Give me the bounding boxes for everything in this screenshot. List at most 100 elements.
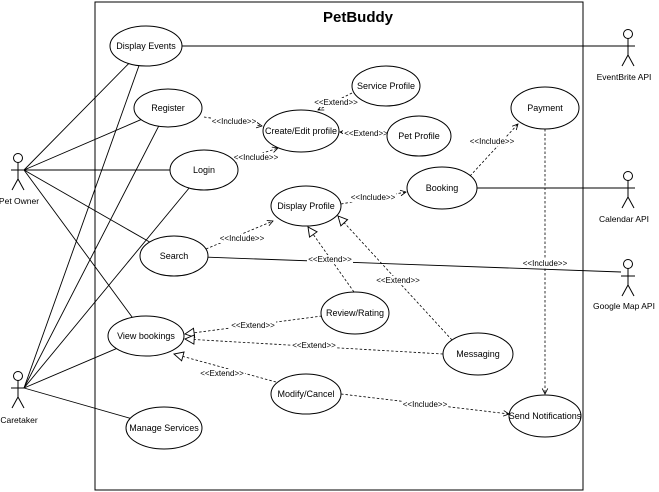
relationship-label-messaging-display-profile: <<Extend>>: [376, 276, 420, 285]
use-case-label: Messaging: [456, 349, 500, 359]
dependency-booking-payment: [469, 124, 518, 177]
relationship-label-search-display-profile: <<Include>>: [220, 234, 265, 243]
use-case-ellipse: [169, 149, 239, 191]
use-case-label: Create/Edit profile: [265, 126, 337, 136]
actor-left-leg: [621, 54, 629, 67]
association-caretaker-view-bookings: [23, 348, 117, 389]
use-case-label: Login: [193, 165, 215, 175]
use-case-display-profile[interactable]: Display Profile: [270, 185, 342, 227]
actor-eventbrite-api[interactable]: EventBrite API: [597, 29, 652, 83]
dependency-login-create-edit-profile: [235, 148, 278, 163]
use-case-ellipse: [109, 25, 183, 67]
relationship-label-bg: [350, 193, 396, 202]
use-case-booking[interactable]: Booking: [406, 166, 478, 210]
relationship-label-display-profile-booking: <<Include>>: [351, 193, 396, 202]
use-case-ellipse: [406, 166, 478, 210]
association-caretaker-login: [23, 187, 190, 389]
actor-label: EventBrite API: [597, 72, 652, 82]
use-case-label: Modify/Cancel: [277, 389, 334, 399]
actor-label: Caretaker: [0, 415, 37, 425]
use-case-ellipse: [442, 332, 514, 376]
dependency-messaging-display-profile: [338, 216, 453, 341]
use-case-ellipse: [508, 394, 582, 438]
use-cases: Display Events Register Login Search View bo…: [107, 25, 582, 450]
actor-left-leg: [621, 284, 629, 297]
actor-google-map-api[interactable]: Google Map API: [593, 259, 655, 312]
use-case-login[interactable]: Login: [169, 149, 239, 191]
relationship-label-bg: [307, 255, 353, 264]
relationship-label-bg: [522, 259, 568, 268]
system-boundary: [94, 1, 584, 491]
use-case-ellipse: [270, 185, 342, 227]
actor-left-leg: [621, 196, 629, 209]
use-case-label: Pet Profile: [398, 131, 440, 141]
use-case-ellipse: [125, 406, 203, 450]
use-case-send-notifications[interactable]: Send Notifications: [508, 394, 582, 438]
relationship-label-payment-send-notifications: <<Include>>: [523, 259, 568, 268]
relationship-label-review-rating-display-profile: <<Extend>>: [308, 255, 352, 264]
use-case-service-profile[interactable]: Service Profile: [351, 65, 421, 107]
actor-calendar-api[interactable]: Calendar API: [599, 171, 649, 225]
use-case-messaging[interactable]: Messaging: [442, 332, 514, 376]
use-case-label: Payment: [527, 103, 563, 113]
actor-label: Pet Owner: [0, 196, 39, 206]
actor-label: Calendar API: [599, 214, 649, 224]
relationship-label-messaging-view-bookings: <<Extend>>: [292, 341, 336, 350]
relationship-label-bg: [469, 137, 515, 146]
use-case-review-rating[interactable]: Review/Rating: [320, 291, 390, 335]
use-case-display-events[interactable]: Display Events: [109, 25, 183, 67]
relationship-label-service-profile-create-edit-profile: <<Extend>>: [314, 98, 358, 107]
use-case-ellipse: [133, 88, 203, 128]
relationship-label-bg: [230, 321, 276, 330]
use-case-label: Send Notifications: [509, 411, 582, 421]
actor-right-leg: [627, 54, 635, 67]
actors: Pet Owner Caretaker EventBrite API Calendar…: [0, 29, 655, 426]
association-caretaker-manage-services: [23, 387, 131, 419]
actor-left-leg: [11, 178, 19, 191]
association-caretaker-register: [23, 126, 160, 389]
relationship-label-modify-cancel-view-bookings: <<Extend>>: [200, 369, 244, 378]
use-case-label: Display Events: [116, 41, 176, 51]
use-case-view-bookings[interactable]: View bookings: [107, 315, 185, 357]
actor-caretaker[interactable]: Caretaker: [0, 371, 38, 426]
use-case-ellipse: [351, 65, 421, 107]
use-case-label: Search: [160, 251, 189, 261]
use-case-ellipse: [262, 109, 340, 153]
actor-pet-owner[interactable]: Pet Owner: [0, 153, 39, 207]
use-case-register[interactable]: Register: [133, 88, 203, 128]
use-case-pet-profile[interactable]: Pet Profile: [386, 115, 452, 157]
actor-head-icon: [13, 371, 23, 381]
use-case-label: Display Profile: [277, 201, 335, 211]
relationship-label-bg: [219, 234, 265, 243]
association-caretaker-display-events: [23, 65, 140, 389]
use-case-label: Booking: [426, 183, 459, 193]
relationship-label-bg: [291, 341, 337, 350]
relationship-label-bg: [343, 129, 389, 138]
actor-right-leg: [627, 196, 635, 209]
use-case-payment[interactable]: Payment: [510, 86, 580, 130]
use-case-search[interactable]: Search: [139, 235, 209, 277]
relationship-label-booking-payment: <<Include>>: [470, 137, 515, 146]
relationship-label-review-rating-view-bookings: <<Extend>>: [231, 321, 275, 330]
use-case-label: Service Profile: [357, 81, 415, 91]
association-pet-owner-search: [23, 169, 150, 243]
use-case-label: Register: [151, 103, 185, 113]
association-pet-owner-register: [23, 119, 142, 171]
relationship-label-bg: [375, 276, 421, 285]
relationship-label-register-create-edit-profile: <<Include>>: [212, 117, 257, 126]
use-case-create-edit-profile[interactable]: Create/Edit profile: [262, 109, 340, 153]
relationship-label-pet-profile-create-edit-profile: <<Extend>>: [344, 129, 388, 138]
use-case-manage-services[interactable]: Manage Services: [125, 406, 203, 450]
relationship-labels: <<Include>> <<Extend>> <<Extend>> <<Include…: [199, 98, 568, 409]
actor-head-icon: [623, 259, 633, 269]
relationship-label-bg: [211, 117, 257, 126]
relationship-label-bg: [199, 369, 245, 378]
relationship-label-bg: [233, 153, 279, 162]
use-case-modify-cancel[interactable]: Modify/Cancel: [270, 373, 342, 415]
use-case-label: View bookings: [117, 331, 175, 341]
association-pet-owner-display-events: [23, 63, 130, 171]
relationship-label-bg: [402, 400, 448, 409]
association-pet-owner-view-bookings: [23, 169, 133, 318]
actor-left-leg: [11, 396, 19, 409]
